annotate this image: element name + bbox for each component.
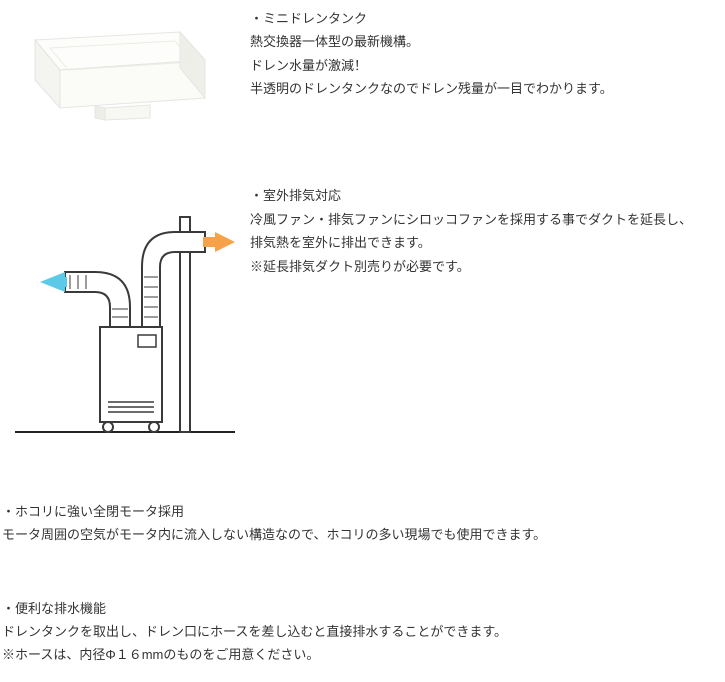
drain-tank-text: ・ミニドレンタンク 熱交換器一体型の最新機構。 ドレン水量が激減！ 半透明のドレ… — [250, 5, 725, 101]
drain-tank-image — [0, 5, 250, 142]
drain-tank-icon — [10, 10, 220, 130]
section-drain-function: ・便利な排水機能 ドレンタンクを取出し、ドレン口にホースを差し込むと直接排水する… — [0, 597, 725, 667]
section1-line3: 半透明のドレンタンクなのでドレン残量が一目でわかります。 — [250, 77, 725, 100]
section4-line2: ※ホースは、内径Φ１６mmのものをご用意ください。 — [2, 643, 725, 666]
hot-air-arrow-icon — [215, 232, 235, 252]
section1-title: ・ミニドレンタンク — [250, 7, 725, 30]
section2-line3: ※延長排気ダクト別売りが必要です。 — [250, 255, 725, 278]
section1-line1: 熱交換器一体型の最新機構。 — [250, 30, 725, 53]
section-exhaust: ・室外排気対応 冷風ファン・排気ファンにシロッコファンを採用する事でダクトを延長… — [0, 182, 725, 459]
section2-line1: 冷風ファン・排気ファンにシロッコファンを採用する事でダクトを延長し、 — [250, 208, 725, 231]
section4-title: ・便利な排水機能 — [2, 597, 725, 620]
exhaust-icon — [10, 197, 240, 447]
section-motor: ・ホコリに強い全閉モータ採用 モータ周囲の空気がモータ内に流入しない構造なので、… — [0, 500, 725, 547]
section3-title: ・ホコリに強い全閉モータ採用 — [2, 500, 725, 523]
section4-line1: ドレンタンクを取出し、ドレン口にホースを差し込むと直接排水することができます。 — [2, 620, 725, 643]
section3-line1: モータ周囲の空気がモータ内に流入しない構造なので、ホコリの多い現場でも使用できま… — [2, 523, 725, 546]
exhaust-diagram — [0, 182, 250, 459]
exhaust-text: ・室外排気対応 冷風ファン・排気ファンにシロッコファンを採用する事でダクトを延長… — [250, 182, 725, 278]
section2-line2: 排気熱を室外に排出できます。 — [250, 231, 725, 254]
section-drain-tank: ・ミニドレンタンク 熱交換器一体型の最新機構。 ドレン水量が激減！ 半透明のドレ… — [0, 5, 725, 142]
section1-line2: ドレン水量が激減！ — [250, 54, 725, 77]
section2-title: ・室外排気対応 — [250, 184, 725, 207]
